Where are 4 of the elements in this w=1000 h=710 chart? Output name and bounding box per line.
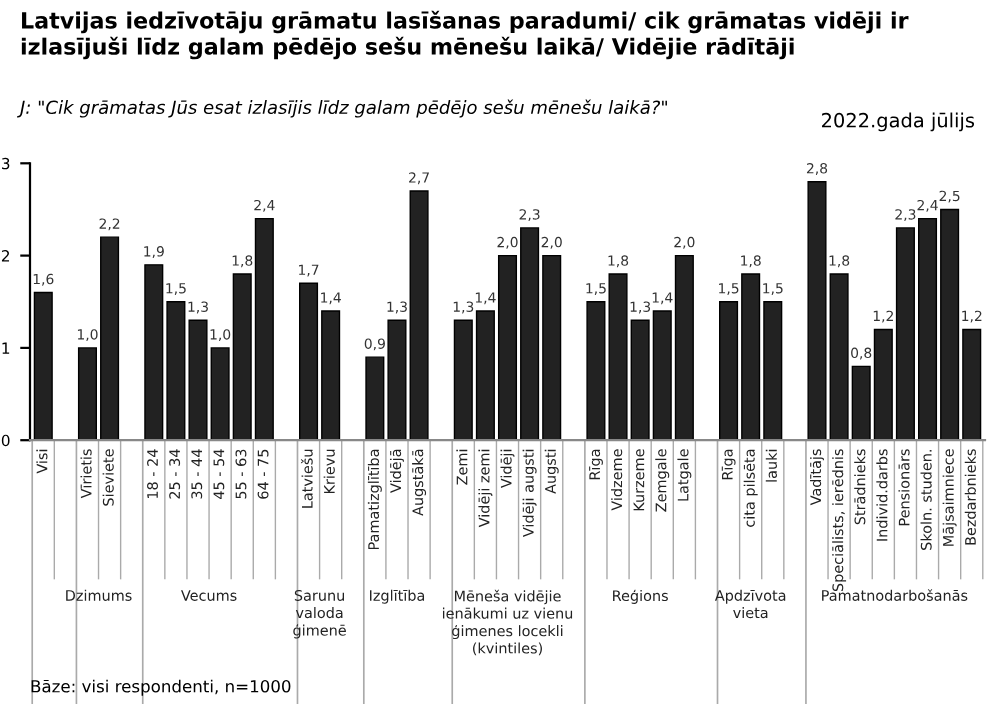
chart-title: Latvijas iedzīvotāju grāmatu lasīšanas paradumi/ cik grāmatas vidēji ir izlasījuši līdz galam pēdējo sešu mēnešu laikā/ Vidējie rādītāji — [21, 10, 909, 60]
text: Bāze: visi respondenti, n=1000 — [31, 679, 291, 696]
text: 2022.gada jūlijs — [822, 112, 975, 132]
chart-subtitle: J: "Cik grāmatas Jūs esat izlasījis līdz galam pēdējo sešu mēnešu laikā?" — [17, 99, 667, 118]
